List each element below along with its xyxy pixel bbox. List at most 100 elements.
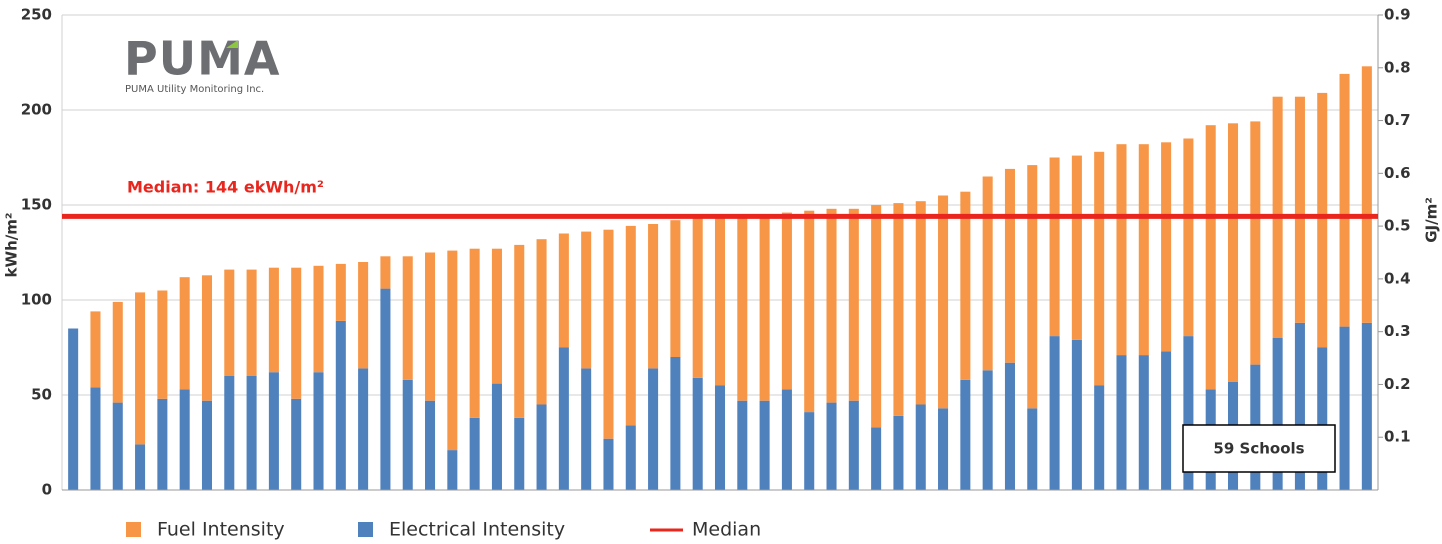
bar-segment bbox=[1294, 322, 1305, 490]
bar-segment bbox=[1250, 121, 1261, 365]
bar-segment bbox=[558, 233, 569, 348]
y-tick-label: 150 bbox=[21, 196, 52, 214]
bar-segment bbox=[848, 208, 859, 401]
bar-segment bbox=[960, 379, 971, 490]
count-label: 59 Schools bbox=[1213, 440, 1304, 458]
bar-segment bbox=[135, 292, 146, 445]
legend-swatch bbox=[126, 522, 141, 537]
bar-segment bbox=[425, 252, 436, 401]
bar-segment bbox=[1361, 66, 1372, 323]
bar-segment bbox=[1339, 73, 1350, 327]
y-tick-label: 250 bbox=[21, 6, 52, 24]
bar-segment bbox=[804, 210, 815, 413]
bar-segment bbox=[358, 368, 369, 490]
bar-segment bbox=[781, 389, 792, 490]
legend-label: Median bbox=[692, 519, 761, 541]
bar-segment bbox=[893, 203, 904, 416]
bar-segment bbox=[1049, 157, 1060, 337]
bar-segment bbox=[402, 256, 413, 380]
bar-segment bbox=[1161, 142, 1172, 352]
bar-segment bbox=[514, 244, 525, 418]
y2-tick-label: 0.4 bbox=[1384, 269, 1411, 287]
bar-segment bbox=[1361, 322, 1372, 490]
bar-segment bbox=[871, 427, 882, 490]
bar-segment bbox=[625, 425, 636, 490]
bar-segment bbox=[313, 372, 324, 490]
bar-segment bbox=[692, 377, 703, 490]
bar-segment bbox=[714, 214, 726, 386]
bar-segment bbox=[1027, 408, 1038, 490]
bar-segment bbox=[737, 214, 748, 401]
bar-segment bbox=[335, 263, 346, 321]
y2-tick-label: 0.6 bbox=[1384, 164, 1411, 182]
bar-segment bbox=[157, 398, 168, 490]
bar-segment bbox=[1138, 144, 1149, 356]
bar-segment bbox=[68, 328, 79, 490]
bar-segment bbox=[1071, 155, 1082, 340]
bar-segment bbox=[112, 301, 123, 403]
bar-segment bbox=[112, 402, 123, 490]
bar-segment bbox=[848, 400, 859, 490]
bar-segment bbox=[648, 368, 659, 490]
y-axis-title: kWh/m² bbox=[3, 213, 21, 278]
y-tick-label: 100 bbox=[21, 291, 52, 309]
bar-segment bbox=[982, 176, 993, 371]
bar-segment bbox=[1049, 336, 1060, 490]
bar-segment bbox=[224, 269, 235, 376]
y2-tick-label: 0.3 bbox=[1384, 322, 1411, 340]
bar-segment bbox=[291, 398, 302, 490]
y-tick-label: 200 bbox=[21, 101, 52, 119]
logo-tagline: PUMA Utility Monitoring Inc. bbox=[125, 84, 264, 95]
bar-segment bbox=[1094, 385, 1105, 490]
bar-segment bbox=[135, 444, 146, 490]
legend-label: Fuel Intensity bbox=[157, 519, 285, 541]
bar-segment bbox=[938, 408, 949, 490]
bar-segment bbox=[425, 400, 436, 490]
bar-segment bbox=[291, 267, 302, 399]
bar-segment bbox=[1294, 96, 1305, 323]
bar-segment bbox=[90, 387, 101, 490]
bar-segment bbox=[1027, 165, 1038, 409]
bar-segment bbox=[915, 404, 926, 490]
bar-segment bbox=[893, 415, 904, 490]
bar-segment bbox=[268, 372, 279, 490]
bar-segment bbox=[469, 248, 480, 418]
legend-swatch bbox=[358, 522, 373, 537]
bar-segment bbox=[201, 400, 213, 490]
bar-segment bbox=[781, 212, 792, 390]
bar-segment bbox=[380, 288, 391, 490]
bar-segment bbox=[558, 347, 569, 490]
bar-segment bbox=[1116, 144, 1127, 356]
y2-tick-label: 0.8 bbox=[1384, 58, 1411, 76]
bar-segment bbox=[915, 201, 926, 405]
logo-name: PUMA bbox=[124, 32, 280, 86]
bar-segment bbox=[447, 250, 458, 451]
bar-segment bbox=[1227, 123, 1239, 382]
bar-segment bbox=[871, 205, 882, 428]
bar-segment bbox=[335, 320, 346, 490]
bar-segment bbox=[380, 256, 391, 289]
bar-segment bbox=[1183, 336, 1194, 490]
bar-segment bbox=[938, 195, 949, 409]
bar-segment bbox=[670, 357, 681, 490]
bar-segment bbox=[826, 208, 837, 403]
bar-segment bbox=[246, 269, 257, 376]
bar-segment bbox=[960, 191, 971, 380]
bar-segment bbox=[157, 290, 168, 399]
bar-segment bbox=[313, 265, 324, 373]
bar-segment bbox=[1183, 138, 1194, 337]
bar-segment bbox=[514, 417, 525, 490]
bar-segment bbox=[536, 404, 547, 490]
bar-segment bbox=[759, 214, 770, 401]
bar-segment bbox=[536, 239, 547, 405]
bar-segment bbox=[90, 311, 101, 388]
bar-segment bbox=[402, 379, 413, 490]
bar-segment bbox=[224, 376, 235, 490]
bar-segment bbox=[179, 389, 190, 490]
bar-segment bbox=[491, 248, 502, 384]
bar-segment bbox=[268, 267, 279, 373]
bar-segment bbox=[1339, 326, 1350, 490]
logo-accent bbox=[226, 40, 238, 48]
bar-segment bbox=[581, 231, 592, 369]
bar-segment bbox=[737, 400, 748, 490]
